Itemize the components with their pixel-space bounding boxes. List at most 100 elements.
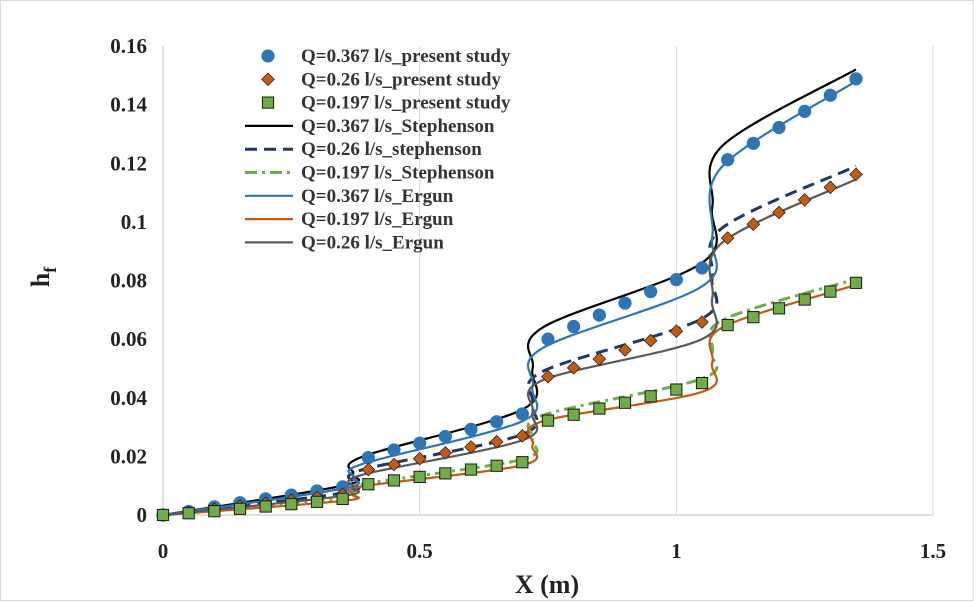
data-point-q-0-197-l-s-present-study [567, 408, 580, 421]
data-point-q-0-197-l-s-present-study [516, 456, 529, 469]
y-tick-label: 0.02 [110, 444, 147, 468]
data-point-q-0-367-l-s-present-study [618, 296, 632, 310]
data-point-q-0-197-l-s-present-study [362, 478, 375, 491]
data-point-q-0-367-l-s-present-study [567, 319, 581, 334]
data-point-q-0-367-l-s-present-study [592, 308, 606, 322]
data-point-q-0-197-l-s-present-study [721, 318, 734, 332]
data-point-q-0-197-l-s-present-study [413, 470, 426, 483]
series-line-q-0-197-l-s-ergun [162, 283, 857, 517]
y-tick-label: 0.1 [121, 210, 147, 234]
data-point-q-0-26-l-s-present-study [823, 180, 838, 195]
data-point-q-0-197-l-s-present-study [464, 463, 478, 476]
data-point-q-0-26-l-s-present-study [361, 462, 376, 477]
data-point-q-0-367-l-s-present-study [413, 436, 427, 450]
legend-label-q-0-197-l-s-ergun: Q=0.197 l/s_Ergun [301, 209, 454, 230]
data-point-q-0-367-l-s-present-study [746, 136, 760, 150]
data-point-q-0-26-l-s-present-study [592, 352, 607, 366]
data-point-q-0-26-l-s-present-study [412, 451, 427, 466]
series-lines [162, 68, 857, 517]
data-point-q-0-367-l-s-present-study [490, 415, 504, 429]
data-point-q-0-197-l-s-present-study [285, 498, 298, 511]
data-point-q-0-197-l-s-present-study [208, 505, 221, 518]
data-point-q-0-197-l-s-present-study [541, 414, 555, 427]
data-point-q-0-197-l-s-present-study [593, 402, 606, 415]
data-point-q-0-26-l-s-present-study [541, 369, 555, 384]
data-point-q-0-197-l-s-present-study [336, 492, 349, 505]
y-tick-label: 0 [137, 503, 148, 527]
data-point-q-0-197-l-s-present-study [824, 285, 837, 298]
data-point-q-0-197-l-s-present-study [156, 508, 170, 522]
data-point-q-0-197-l-s-present-study [772, 302, 786, 315]
series-line-q-0-367-l-s-stephenson [162, 68, 857, 517]
data-point-q-0-197-l-s-present-study [644, 390, 657, 403]
data-point-q-0-197-l-s-present-study [670, 383, 683, 396]
data-point-q-0-367-l-s-present-study [438, 429, 452, 444]
legend-marker-q-0-367-l-s-present-study [261, 49, 275, 63]
data-point-q-0-197-l-s-present-study [182, 507, 195, 520]
y-tick-label: 0.06 [110, 327, 147, 351]
data-point-q-0-367-l-s-present-study [823, 88, 837, 102]
data-point-q-0-197-l-s-present-study [849, 276, 863, 289]
y-axis-title: hf [26, 266, 60, 287]
data-point-q-0-26-l-s-present-study [772, 205, 786, 220]
data-point-q-0-26-l-s-present-study [695, 315, 709, 329]
x-tick-label: 1 [671, 539, 682, 563]
y-tick-label: 0.04 [110, 386, 147, 410]
series-markers [156, 72, 863, 522]
data-point-q-0-197-l-s-present-study [798, 293, 811, 306]
data-point-q-0-197-l-s-present-study [233, 502, 247, 515]
x-tick-label: 1.5 [920, 539, 946, 563]
data-point-q-0-197-l-s-present-study [695, 376, 709, 390]
legend-label-q-0-367-l-s-ergun: Q=0.367 l/s_Ergun [301, 186, 454, 207]
data-point-q-0-26-l-s-present-study [438, 446, 453, 460]
legend-label-q-0-26-l-s-ergun: Q=0.26 l/s_Ergun [301, 232, 444, 253]
data-point-q-0-26-l-s-present-study [720, 231, 735, 245]
data-point-q-0-26-l-s-present-study [643, 333, 658, 348]
data-point-q-0-367-l-s-present-study [515, 407, 529, 421]
series-line-q-0-367-l-s-ergun [162, 80, 857, 517]
data-point-q-0-26-l-s-present-study [797, 193, 812, 207]
data-point-q-0-197-l-s-present-study [747, 311, 760, 324]
x-axis-title: X (m) [515, 570, 579, 599]
legend-label-q-0-197-l-s-present-study: Q=0.197 l/s_present study [301, 93, 511, 114]
data-point-q-0-26-l-s-present-study [489, 434, 504, 449]
data-point-q-0-26-l-s-present-study [387, 457, 401, 472]
data-point-q-0-367-l-s-present-study [849, 72, 863, 86]
data-point-q-0-26-l-s-present-study [566, 361, 581, 375]
data-point-q-0-26-l-s-present-study [849, 167, 863, 182]
data-point-q-0-26-l-s-present-study [669, 324, 684, 339]
data-point-q-0-26-l-s-present-study [746, 217, 761, 232]
data-point-q-0-197-l-s-present-study [490, 459, 503, 472]
data-point-q-0-367-l-s-present-study [772, 120, 786, 135]
data-point-q-0-367-l-s-present-study [669, 273, 683, 287]
y-tick-label: 0.14 [110, 93, 147, 117]
legend-label-q-0-367-l-s-present-study: Q=0.367 l/s_present study [301, 46, 511, 67]
data-point-q-0-367-l-s-present-study [798, 104, 812, 118]
legend-label-q-0-26-l-s-stephenson: Q=0.26 l/s_stephenson [301, 139, 482, 160]
y-tick-label: 0.16 [110, 34, 147, 58]
legend-label-q-0-26-l-s-present-study: Q=0.26 l/s_present study [301, 69, 501, 90]
data-point-q-0-197-l-s-present-study [259, 500, 272, 513]
y-tick-label: 0.12 [110, 151, 147, 175]
data-point-q-0-26-l-s-present-study [618, 343, 632, 357]
data-point-q-0-26-l-s-present-study [515, 429, 530, 443]
data-point-q-0-367-l-s-present-study [387, 443, 401, 457]
legend-label-q-0-367-l-s-stephenson: Q=0.367 l/s_Stephenson [301, 116, 495, 137]
axes [162, 46, 933, 516]
legend-marker-q-0-26-l-s-present-study [261, 72, 275, 87]
data-point-q-0-197-l-s-present-study [439, 467, 452, 480]
data-point-q-0-26-l-s-present-study [464, 440, 478, 454]
data-point-q-0-367-l-s-present-study [464, 422, 478, 437]
legend-marker-q-0-197-l-s-present-study [261, 96, 275, 109]
data-point-q-0-367-l-s-present-study [695, 261, 709, 275]
x-tick-label: 0.5 [407, 539, 433, 563]
y-axis-title-subscript: f [40, 266, 60, 273]
tick-labels: 0 0.02 0.04 0.06 0.08 0.1 0.12 0.14 0.16 0 0.5 1 1.5 [110, 34, 946, 563]
data-point-q-0-197-l-s-present-study [310, 495, 324, 508]
data-point-q-0-197-l-s-present-study [387, 474, 401, 487]
data-point-q-0-197-l-s-present-study [618, 396, 632, 409]
series-line-q-0-26-l-s-ergun [162, 178, 857, 517]
